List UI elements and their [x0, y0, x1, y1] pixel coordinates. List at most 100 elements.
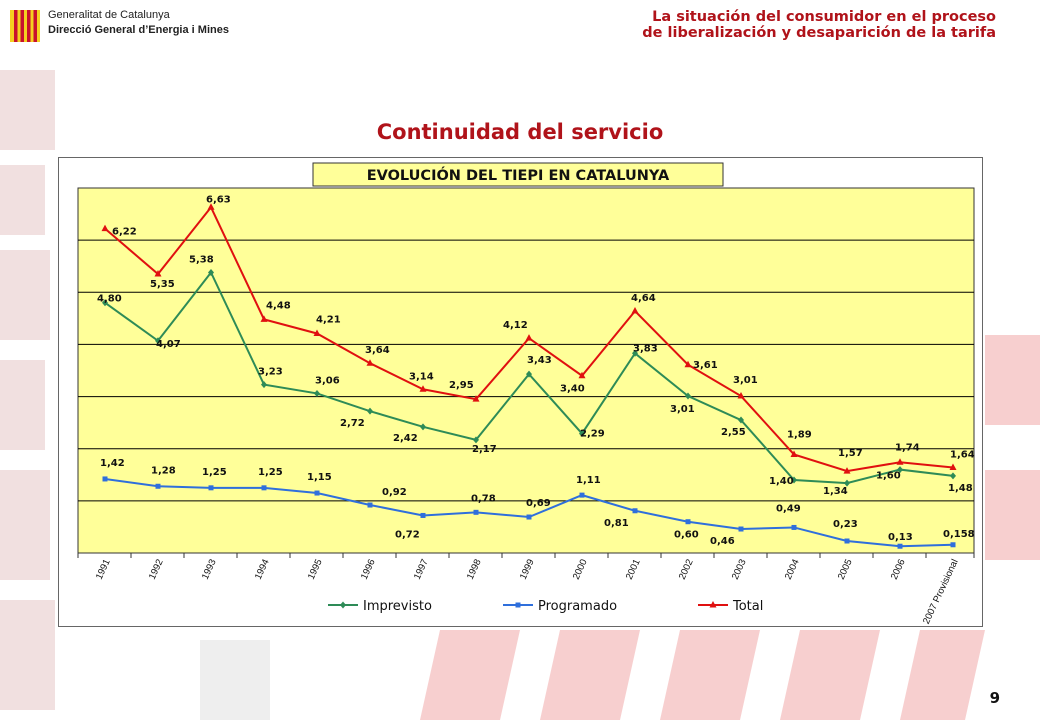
page-title: Continuidad del servicio: [376, 120, 664, 144]
data-point: [526, 370, 532, 378]
data-label: 5,35: [150, 279, 175, 290]
data-point: [738, 416, 744, 424]
data-point: [367, 407, 373, 415]
data-label: 4,12: [503, 320, 528, 331]
data-point: [314, 490, 320, 496]
data-point: [631, 307, 639, 314]
data-point: [578, 371, 586, 379]
data-point: [526, 514, 532, 520]
data-label: 0,60: [674, 530, 699, 541]
legend-label: Total: [732, 599, 763, 614]
data-point: [155, 483, 161, 489]
data-label: 1,57: [838, 448, 863, 459]
data-point: [207, 203, 215, 210]
data-point: [313, 329, 321, 336]
data-label: 1,25: [202, 467, 227, 478]
data-label: 1,40: [769, 476, 794, 487]
data-label: 4,48: [266, 300, 291, 311]
data-point: [261, 381, 267, 389]
data-point: [685, 392, 691, 400]
data-label: 5,38: [189, 254, 214, 265]
data-point: [208, 268, 214, 276]
generalitat-logo: [10, 10, 40, 42]
data-point: [897, 543, 903, 549]
data-label: 2,55: [721, 427, 746, 438]
legend-label: Imprevisto: [363, 599, 432, 614]
data-point: [472, 395, 480, 402]
data-point: [632, 349, 638, 357]
data-label: 3,64: [365, 345, 390, 356]
data-label: 4,80: [97, 294, 122, 305]
data-label: 1,48: [948, 483, 973, 494]
data-label: 0,78: [471, 493, 496, 504]
page-number: 9: [989, 689, 1000, 707]
org-name: Generalitat de Catalunya: [48, 9, 170, 21]
data-label: 3,43: [527, 355, 552, 366]
data-label: 0,92: [382, 487, 407, 498]
data-label: 3,40: [560, 384, 585, 395]
data-point: [260, 315, 268, 322]
data-label: 1,28: [151, 465, 176, 476]
data-label: 1,42: [100, 458, 125, 469]
data-point: [366, 359, 374, 366]
chart-title-box: [312, 162, 724, 187]
data-label: 0,23: [833, 519, 858, 530]
org-department: Direcció General d’Energia i Mines: [48, 24, 229, 36]
data-label: 2,42: [393, 433, 418, 444]
data-label: 3,01: [670, 404, 695, 415]
data-label: 2,95: [449, 380, 474, 391]
data-label: 2,29: [580, 429, 605, 440]
data-point: [737, 392, 745, 399]
data-point: [791, 524, 797, 530]
data-label: 2,72: [340, 418, 365, 429]
data-point: [896, 458, 904, 465]
plot-area: [77, 187, 975, 554]
data-label: 3,14: [409, 371, 434, 382]
data-label: 0,49: [776, 503, 801, 514]
data-label: 2,17: [472, 444, 497, 455]
data-point: [684, 360, 692, 368]
data-point: [844, 538, 850, 544]
data-label: 4,21: [316, 314, 341, 325]
data-label: 1,25: [258, 467, 283, 478]
data-label: 1,34: [823, 486, 848, 497]
data-point: [685, 519, 691, 525]
data-label: 0,72: [395, 529, 420, 540]
data-point: [897, 466, 903, 474]
data-point: [420, 512, 426, 518]
legend-marker: [709, 601, 717, 608]
data-point: [367, 502, 373, 508]
data-point: [844, 479, 850, 487]
data-label: 1,60: [876, 471, 901, 482]
data-point: [525, 334, 533, 341]
data-label: 1,89: [787, 429, 812, 440]
data-point: [314, 389, 320, 397]
data-point: [738, 526, 744, 532]
data-point: [579, 430, 585, 438]
legend-label: Programado: [538, 599, 617, 614]
data-label: 1,74: [895, 442, 920, 453]
data-point: [949, 463, 957, 470]
data-label: 3,06: [315, 375, 340, 386]
tiepi-line-chart: EVOLUCIÓN DEL TIEPI EN CATALUNYA 1991 199…: [58, 157, 983, 627]
legend-marker: [340, 601, 346, 609]
legend-marker: [515, 602, 521, 608]
data-point: [102, 299, 108, 307]
header-title-line1: La situación del consumidor en el proces…: [652, 9, 996, 25]
data-label: 0,13: [888, 532, 913, 543]
data-label: 0,81: [604, 518, 629, 529]
chart-title: EVOLUCIÓN DEL TIEPI EN CATALUNYA: [367, 166, 670, 184]
data-label: 1,11: [576, 475, 601, 486]
data-label: 3,61: [693, 360, 718, 371]
data-point: [473, 436, 479, 444]
header-title-line2: de liberalización y desaparición de la t…: [642, 25, 996, 41]
data-point: [101, 224, 109, 232]
data-point: [419, 385, 427, 392]
data-point: [261, 485, 267, 491]
data-point: [208, 485, 214, 491]
data-label: 6,22: [112, 227, 137, 238]
data-point: [420, 423, 426, 431]
data-point: [102, 476, 108, 482]
data-point: [950, 472, 956, 480]
